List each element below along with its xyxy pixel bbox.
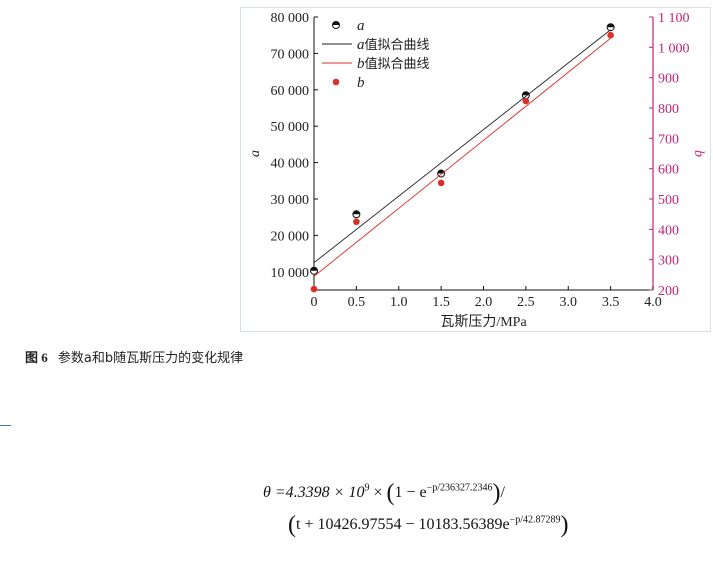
x-axis-label: 瓦斯压力/MPa — [440, 314, 527, 330]
y-right-tick-label: 800 — [658, 102, 679, 117]
x-tick-label: 1.5 — [432, 295, 450, 310]
fit-line-b — [313, 37, 611, 277]
fit-line-a — [313, 29, 611, 264]
formula-line-1: θ =4.3398 × 109 × (1 − e−p/236327.2346)/ — [263, 480, 505, 506]
y-right-tick-label: 900 — [658, 72, 679, 87]
data-point-b — [310, 285, 318, 293]
figure-caption: 图 6 参数a和b随瓦斯压力的变化规律 — [25, 347, 243, 366]
x-tick-label: 4.0 — [644, 295, 662, 310]
x-tick-label: 0 — [311, 295, 318, 310]
formula-line-2: (t + 10426.97554 − 10183.56389e−p/42.872… — [288, 512, 569, 538]
y-right-tick-label: 1 000 — [658, 41, 690, 56]
y-left-axis-label: a — [248, 150, 263, 157]
data-point-a-fill — [352, 210, 360, 215]
x-tick-label: 3.0 — [560, 295, 578, 310]
x-tick-label: 3.5 — [602, 295, 620, 310]
y-right-tick-label: 300 — [658, 254, 679, 269]
legend-swatch-a-fill — [332, 21, 340, 25]
y-right-tick-label: 400 — [658, 223, 679, 238]
formula-inner-1: 1 − e — [394, 484, 427, 501]
data-point-b — [353, 218, 360, 226]
y-left-tick-label: 50 000 — [271, 120, 310, 135]
data-point-a-fill — [607, 23, 615, 28]
y-right-tick-label: 700 — [658, 132, 679, 147]
y-left-tick-label: 40 000 — [271, 157, 310, 172]
y-right-tick-label: 1 100 — [658, 11, 690, 26]
caption-label: 图 6 — [25, 350, 48, 365]
formula-inner-2: t + 10426.97554 − 10183.56389e — [296, 516, 510, 533]
legend-label: a值拟合曲线 — [357, 37, 430, 53]
divider-mark — [0, 425, 11, 426]
data-point-b — [607, 31, 614, 39]
y-right-axis-label: b — [691, 150, 706, 157]
y-left-tick-label: 20 000 — [271, 229, 310, 244]
x-tick-label: 2.0 — [475, 295, 493, 310]
x-tick-label: 0.5 — [348, 295, 366, 310]
y-left-tick-label: 60 000 — [271, 84, 310, 99]
y-left-tick-label: 80 000 — [271, 11, 310, 26]
formula-exp: 9 — [364, 482, 370, 494]
formula-lhs: θ =4.3398 × 10 — [263, 484, 365, 501]
x-tick-label: 1.0 — [390, 295, 408, 310]
figure-frame — [240, 7, 711, 332]
y-left-tick-label: 30 000 — [271, 193, 310, 208]
x-tick-label: 2.5 — [517, 295, 535, 310]
y-right-tick-label: 200 — [658, 284, 679, 299]
formula-times: × — [369, 484, 387, 501]
formula-divide: / — [500, 484, 505, 501]
y-right-tick-label: 500 — [658, 193, 679, 208]
y-right-tick-label: 600 — [658, 163, 679, 178]
y-left-tick-label: 70 000 — [271, 47, 310, 62]
caption-text: 参数a和b随瓦斯压力的变化规律 — [57, 351, 244, 366]
legend-label: a — [357, 18, 365, 34]
legend-label: b值拟合曲线 — [357, 56, 430, 72]
formula-inner-exp-2: −p/42.87289 — [509, 514, 561, 526]
data-point-b — [437, 179, 445, 187]
formula-inner-exp-1: −p/236327.2346 — [426, 482, 493, 494]
chart: 0 0.5 1.0 1.5 2.0 2.5 3.0 3.5 4.0 10 000 20 000 30 … — [248, 11, 706, 330]
legend-swatch-b — [332, 78, 340, 86]
data-point-a-fill — [310, 267, 318, 271]
y-left-tick-label: 10 000 — [271, 266, 310, 281]
legend-label: b — [357, 75, 365, 91]
data-point-b — [522, 97, 530, 105]
